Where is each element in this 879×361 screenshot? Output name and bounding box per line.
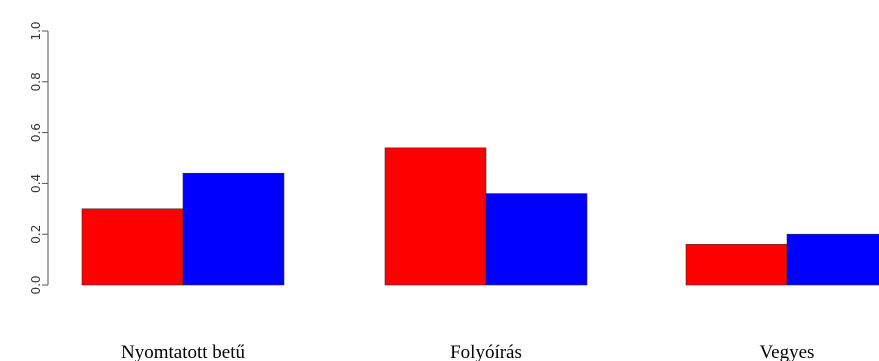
- bar-2-series-2: [485, 193, 588, 286]
- category-label: Folyóírás: [450, 342, 522, 361]
- y-tick-label: 0.8: [29, 72, 43, 91]
- bar-3-series-2: [786, 233, 879, 286]
- y-tick-label: 0.6: [29, 123, 43, 142]
- category-label: Nyomtatott betű: [121, 342, 246, 361]
- y-tick-label: 1.0: [29, 21, 43, 40]
- bar-2-series-1: [384, 147, 487, 286]
- y-tick-label: 0.0: [29, 275, 43, 294]
- bar-1-series-2: [182, 172, 285, 286]
- y-tick-label: 0.2: [29, 225, 43, 244]
- y-tick-label: 0.4: [29, 174, 43, 193]
- y-axis: 0.0 0.2 0.4 0.6 0.8 1.0: [29, 21, 49, 295]
- bar-1-series-1: [81, 208, 184, 286]
- category-labels: Nyomtatott betű Folyóírás Vegyes: [121, 342, 814, 361]
- bars: [81, 147, 879, 286]
- bar-3-series-1: [685, 244, 788, 286]
- category-label: Vegyes: [760, 342, 815, 361]
